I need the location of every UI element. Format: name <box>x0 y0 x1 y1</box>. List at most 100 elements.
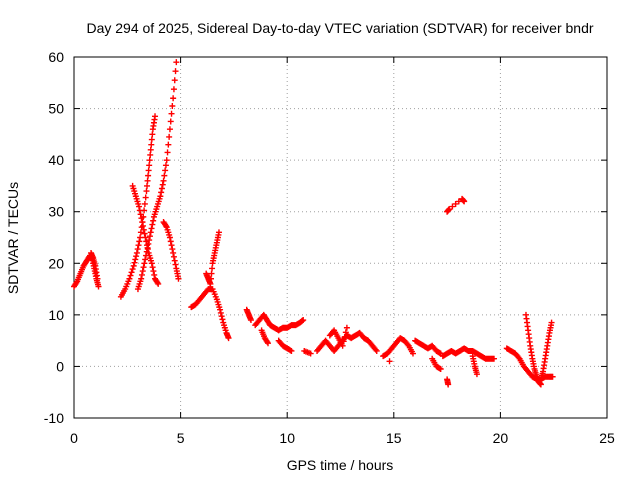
series-arc-14 <box>314 329 380 354</box>
series-arc-16 <box>380 335 416 360</box>
data-point <box>225 335 232 342</box>
data-point <box>141 200 148 207</box>
y-tick-label: 40 <box>48 152 64 168</box>
data-point <box>166 126 173 133</box>
data-point <box>136 207 143 214</box>
data-point <box>127 272 134 279</box>
x-tick-label: 15 <box>386 430 402 446</box>
data-point <box>169 246 176 253</box>
plot-frame <box>73 56 608 419</box>
data-point <box>166 133 173 140</box>
data-point <box>162 167 169 174</box>
series-arc-6 <box>160 219 182 282</box>
x-tick-label: 5 <box>177 430 185 446</box>
data-point <box>129 266 136 273</box>
x-tick-label: 0 <box>70 430 78 446</box>
y-axis-label: SDTVAR / TECUs <box>5 182 21 294</box>
data-point <box>141 230 148 237</box>
data-point <box>343 324 350 331</box>
data-point <box>172 68 179 75</box>
data-point <box>140 222 147 229</box>
series-arc-26 <box>537 319 555 383</box>
y-tick-label: 60 <box>48 49 64 65</box>
data-point <box>142 252 149 259</box>
series-arc-2 <box>88 249 101 282</box>
data-point <box>144 182 151 189</box>
data-point <box>340 338 347 345</box>
data-point <box>162 222 169 229</box>
series-arc-7 <box>188 286 232 342</box>
data-point <box>217 309 224 316</box>
y-tick-label: 10 <box>48 307 64 323</box>
data-point <box>166 234 173 241</box>
series-arc-25 <box>522 311 544 388</box>
data-point <box>142 256 149 263</box>
data-point <box>133 253 140 260</box>
data-point <box>169 102 176 109</box>
data-point <box>167 118 174 125</box>
series-arc-19 <box>429 355 444 373</box>
data-point <box>157 193 164 200</box>
data-point <box>162 162 169 169</box>
data-point <box>149 131 156 138</box>
data-point <box>146 162 153 169</box>
series-arc-5 <box>134 59 180 293</box>
data-point <box>288 347 295 354</box>
data-point <box>138 215 145 222</box>
series-arc-15 <box>326 324 350 349</box>
data-point <box>449 203 456 210</box>
data-point <box>218 313 225 320</box>
data-point <box>409 350 416 357</box>
data-point <box>265 340 272 347</box>
data-point <box>170 95 177 102</box>
data-point <box>146 233 153 240</box>
data-point <box>168 110 175 117</box>
data-point <box>264 338 271 345</box>
data-point <box>135 242 142 249</box>
series-arc-12 <box>275 337 295 354</box>
series-arc-17 <box>386 358 393 365</box>
data-point <box>152 113 159 120</box>
data-point <box>167 238 174 245</box>
data-point <box>147 151 154 158</box>
x-tick-label: 25 <box>599 430 615 446</box>
data-point <box>137 234 144 241</box>
data-point <box>149 264 156 271</box>
data-point <box>140 264 147 271</box>
data-point <box>164 149 171 156</box>
data-point <box>94 275 101 282</box>
data-point <box>128 269 135 276</box>
data-point <box>168 242 175 249</box>
data-points <box>71 59 556 388</box>
data-point <box>473 371 480 378</box>
data-point <box>95 283 102 290</box>
data-point <box>207 275 214 282</box>
data-point <box>373 347 380 354</box>
series-arc-3 <box>117 113 159 300</box>
data-point <box>170 86 177 93</box>
data-point <box>163 157 170 164</box>
data-point <box>386 358 393 365</box>
data-point <box>134 246 141 253</box>
data-point <box>146 157 153 164</box>
y-tick-label: 0 <box>56 358 64 374</box>
data-point <box>150 217 157 224</box>
data-point <box>136 238 143 245</box>
series-arc-11 <box>258 327 272 347</box>
series-arc-21 <box>444 376 452 388</box>
data-point <box>146 237 153 244</box>
data-point <box>148 141 155 148</box>
data-point <box>170 249 177 256</box>
data-point <box>132 256 139 263</box>
data-point <box>138 271 145 278</box>
data-point <box>136 203 143 210</box>
y-tick-label: -10 <box>44 410 64 426</box>
data-point <box>142 194 149 201</box>
series-arc-18 <box>412 337 444 357</box>
series-arc-9 <box>243 306 254 324</box>
data-point <box>144 177 151 184</box>
data-point <box>170 253 177 260</box>
grid-lines <box>74 57 607 418</box>
data-point <box>73 279 80 286</box>
